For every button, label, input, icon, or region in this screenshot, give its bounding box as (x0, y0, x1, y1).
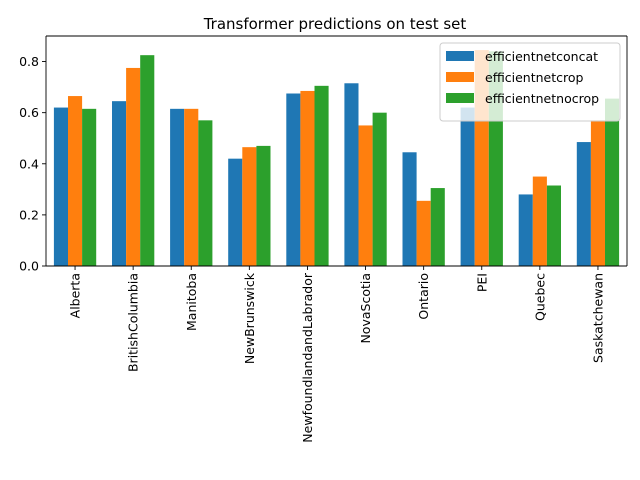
bar-efficientnetcrop-novascotia (358, 125, 373, 266)
legend-swatch-efficientnetcrop (446, 72, 474, 82)
x-tick-label: NewBrunswick (242, 272, 257, 364)
legend: efficientnetconcat efficientnetcrop effici… (439, 42, 621, 122)
y-tick-label: 0.4 (19, 156, 39, 171)
y-tick-label: 0.2 (19, 207, 39, 222)
legend-label-efficientnetnocrop: efficientnetnocrop (485, 91, 599, 106)
bar-efficientnetcrop-britishcolumbia (126, 67, 141, 266)
bar-efficientnetconcat-pei (460, 107, 475, 266)
x-tick-label: NewfoundlandandLabrador (300, 272, 315, 443)
bar-efficientnetcrop-saskatchewan (590, 120, 605, 266)
x-tick-label: Manitoba (184, 273, 199, 331)
x-tick-label: Alberta (68, 273, 83, 318)
bar-efficientnetnocrop-britishcolumbia (140, 55, 155, 266)
y-tick-label: 0.6 (19, 105, 39, 120)
bar-efficientnetconcat-newbrunswick (228, 158, 243, 266)
x-tick-label: PEI (474, 273, 489, 292)
y-tick-label: 0.0 (19, 259, 39, 274)
bar-efficientnetnocrop-ontario (430, 188, 445, 266)
bar-efficientnetcrop-manitoba (184, 108, 199, 266)
bar-efficientnetcrop-quebec (532, 176, 547, 266)
y-tick-label: 0.8 (19, 54, 39, 69)
legend-box (439, 42, 621, 122)
chart-title: Transformer predictions on test set (203, 15, 467, 33)
x-tick-label: BritishColumbia (126, 273, 141, 372)
bar-efficientnetcrop-newbrunswick (242, 147, 257, 266)
bar-efficientnetcrop-newfoundlandandlabrador (300, 90, 315, 266)
bar-efficientnetnocrop-novascotia (372, 112, 387, 266)
legend-label-efficientnetcrop: efficientnetcrop (485, 70, 584, 85)
bar-efficientnetconcat-saskatchewan (576, 142, 591, 266)
legend-swatch-efficientnetnocrop (446, 93, 474, 103)
bar-efficientnetconcat-manitoba (170, 108, 185, 266)
bar-efficientnetconcat-ontario (402, 152, 417, 266)
bar-efficientnetconcat-alberta (53, 107, 68, 266)
bar-efficientnetcrop-ontario (416, 200, 431, 266)
bar-efficientnetnocrop-newbrunswick (256, 145, 271, 266)
bar-efficientnetcrop-alberta (68, 96, 83, 266)
bar-efficientnetnocrop-saskatchewan (605, 98, 620, 266)
bar-efficientnetnocrop-newfoundlandandlabrador (314, 85, 329, 266)
bar-efficientnetconcat-novascotia (344, 83, 359, 266)
bar-efficientnetnocrop-alberta (82, 108, 97, 266)
bar-efficientnetconcat-newfoundlandandlabrador (286, 93, 301, 266)
bar-efficientnetconcat-britishcolumbia (112, 101, 127, 266)
x-tick-label: Ontario (416, 273, 431, 320)
x-tick-label: Saskatchewan (590, 273, 605, 363)
bar-efficientnetnocrop-manitoba (198, 120, 213, 266)
legend-label-efficientnetconcat: efficientnetconcat (485, 49, 598, 64)
bar-efficientnetnocrop-quebec (546, 185, 561, 266)
bar-efficientnetconcat-quebec (518, 194, 533, 266)
x-tick-label: NovaScotia (358, 273, 373, 344)
legend-swatch-efficientnetconcat (446, 51, 474, 61)
x-tick-label: Quebec (532, 273, 547, 321)
